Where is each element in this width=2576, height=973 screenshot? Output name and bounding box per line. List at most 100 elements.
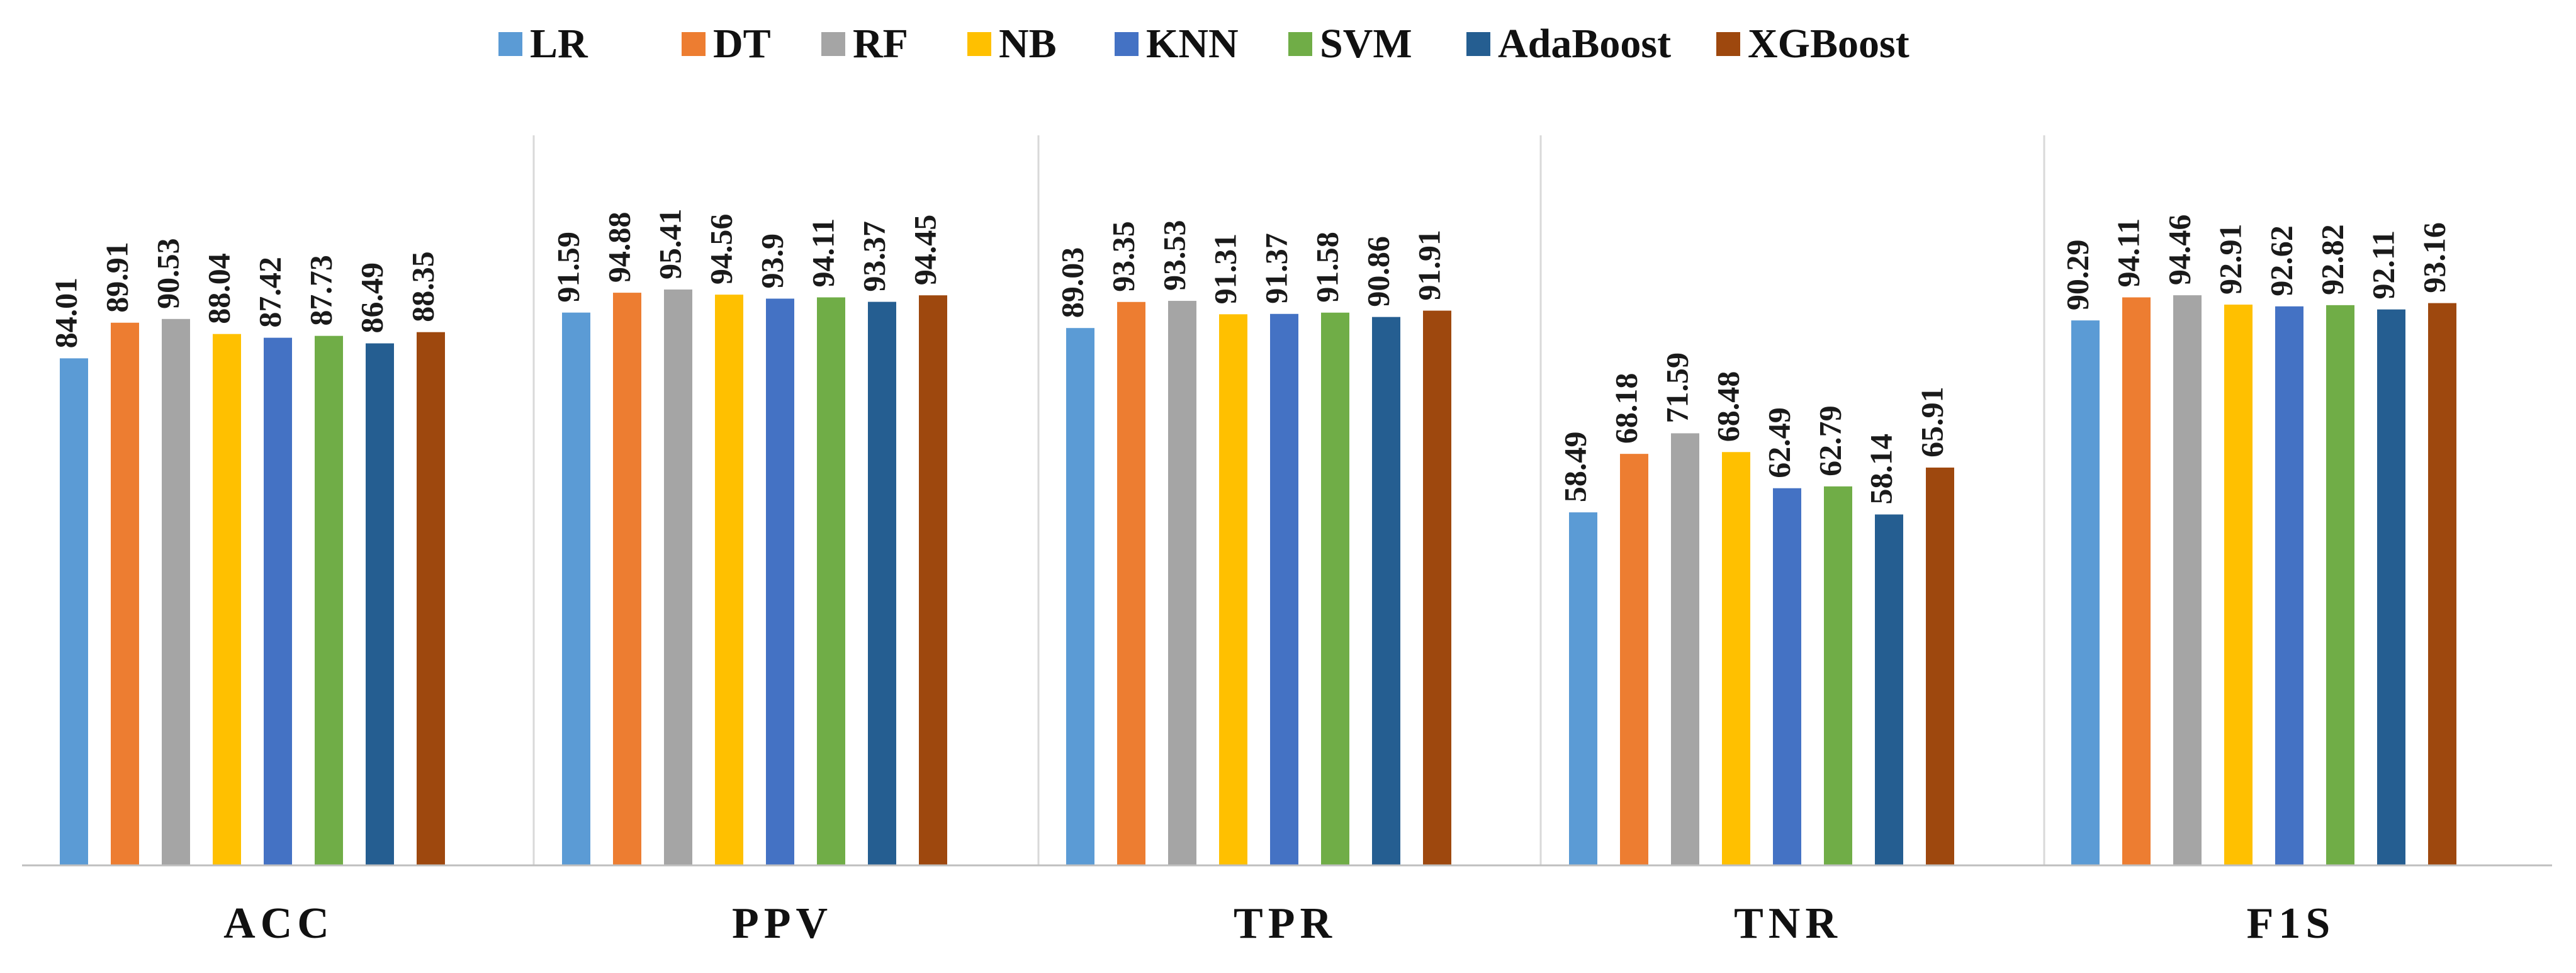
bar-ppv-nb <box>715 295 743 866</box>
value-label-tpr-xgboost: 91.91 <box>1412 230 1447 301</box>
value-label-tnr-adaboost: 58.14 <box>1864 434 1899 505</box>
legend-label-svm: SVM <box>1320 21 1412 67</box>
category-label-f1s: F1S <box>2247 899 2336 948</box>
legend-label-lr: LR <box>530 21 588 67</box>
bar-tnr-dt <box>1620 454 1648 865</box>
bar-ppv-dt <box>613 293 641 865</box>
value-label-tnr-knn: 62.49 <box>1762 407 1797 478</box>
bar-tpr-knn <box>1270 313 1298 865</box>
bar-tnr-knn <box>1773 488 1801 865</box>
legend-label-xgboost: XGBoost <box>1748 21 1910 67</box>
value-label-f1s-nb: 92.91 <box>2213 223 2248 295</box>
bar-tnr-xgboost <box>1926 467 1954 865</box>
value-label-ppv-svm: 94.11 <box>806 218 841 288</box>
bar-tnr-rf <box>1671 433 1699 865</box>
value-labels: 84.01 89.91 90.53 88.04 87.42 87.73 86.49 88.35… <box>48 209 2452 505</box>
bar-acc-xgboost <box>417 332 445 865</box>
value-label-f1s-dt: 94.11 <box>2111 218 2146 288</box>
bar-ppv-knn <box>766 298 794 865</box>
legend-swatch-svm <box>1288 32 1312 56</box>
bar-tpr-adaboost <box>1372 317 1400 865</box>
bar-acc-adaboost <box>366 343 394 865</box>
bar-ppv-lr <box>562 312 590 866</box>
value-label-f1s-rf: 94.46 <box>2162 215 2197 286</box>
value-label-acc-svm: 87.73 <box>303 255 339 326</box>
value-label-acc-knn: 87.42 <box>252 257 288 328</box>
value-label-tpr-dt: 93.35 <box>1106 221 1141 292</box>
value-label-f1s-lr: 90.29 <box>2060 240 2095 311</box>
bar-f1s-lr <box>2071 320 2100 865</box>
bar-tpr-xgboost <box>1423 310 1451 865</box>
bar-acc-rf <box>162 318 190 866</box>
bar-acc-nb <box>213 334 241 865</box>
bar-ppv-xgboost <box>919 295 947 865</box>
legend-swatch-rf <box>821 32 845 56</box>
legend-label-nb: NB <box>999 21 1057 67</box>
value-label-ppv-nb: 94.56 <box>704 214 739 285</box>
legend: LR DT RF NB KNN SVM AdaBoost XGBoost <box>498 21 1910 67</box>
bar-f1s-adaboost <box>2377 309 2405 865</box>
bar-f1s-xgboost <box>2428 303 2456 866</box>
bar-tnr-lr <box>1569 512 1597 865</box>
value-label-f1s-adaboost: 92.11 <box>2366 230 2401 300</box>
category-labels: ACC PPV TPR TNR F1S <box>223 899 2336 948</box>
value-label-ppv-dt: 94.88 <box>602 212 637 283</box>
bar-tpr-lr <box>1066 328 1094 865</box>
value-label-acc-rf: 90.53 <box>150 238 186 309</box>
legend-swatch-nb <box>967 32 991 56</box>
bar-f1s-rf <box>2173 295 2202 865</box>
legend-swatch-adaboost <box>1466 32 1490 56</box>
value-label-f1s-knn: 92.62 <box>2264 225 2299 296</box>
value-label-acc-lr: 84.01 <box>48 278 84 349</box>
bar-ppv-rf <box>664 290 692 866</box>
legend-label-rf: RF <box>853 21 908 67</box>
value-label-tnr-rf: 71.59 <box>1660 352 1695 424</box>
value-label-ppv-rf: 95.41 <box>653 209 688 280</box>
category-label-tnr: TNR <box>1734 899 1842 948</box>
legend-swatch-xgboost <box>1716 32 1740 56</box>
value-label-tpr-svm: 91.58 <box>1310 232 1345 303</box>
bar-tpr-dt <box>1117 301 1145 865</box>
bar-f1s-svm <box>2326 305 2354 865</box>
bar-acc-svm <box>315 335 343 865</box>
bar-tnr-adaboost <box>1875 514 1903 865</box>
value-label-tnr-dt: 68.18 <box>1609 373 1644 444</box>
legend-swatch-lr <box>498 32 522 56</box>
value-label-acc-nb: 88.04 <box>201 253 237 324</box>
group-separators <box>532 135 2045 865</box>
bar-acc-dt <box>111 322 139 865</box>
value-label-ppv-lr: 91.59 <box>551 232 586 303</box>
category-label-tpr: TPR <box>1234 899 1337 948</box>
value-label-tpr-lr: 89.03 <box>1055 247 1090 318</box>
value-label-ppv-xgboost: 94.45 <box>908 215 943 286</box>
value-label-f1s-xgboost: 93.16 <box>2417 222 2452 293</box>
legend-label-adaboost: AdaBoost <box>1498 21 1671 67</box>
bar-tpr-nb <box>1219 314 1247 865</box>
bar-ppv-svm <box>817 297 845 865</box>
value-label-tnr-xgboost: 65.91 <box>1915 386 1950 458</box>
legend-swatch-dt <box>682 32 706 56</box>
category-label-acc: ACC <box>223 899 334 948</box>
value-label-tpr-rf: 93.53 <box>1157 220 1192 291</box>
bar-f1s-knn <box>2275 306 2303 866</box>
bar-tnr-svm <box>1824 486 1852 865</box>
bars <box>60 290 2456 866</box>
value-label-tnr-nb: 68.48 <box>1711 371 1746 442</box>
category-label-ppv: PPV <box>732 899 833 948</box>
legend-label-dt: DT <box>713 21 771 67</box>
value-label-ppv-knn: 93.9 <box>755 233 790 289</box>
bar-tnr-nb <box>1722 452 1750 865</box>
value-label-tpr-nb: 91.31 <box>1208 233 1243 305</box>
bar-acc-knn <box>264 337 292 865</box>
value-label-tpr-knn: 91.37 <box>1259 233 1294 304</box>
bar-tpr-svm <box>1321 312 1349 865</box>
value-label-tnr-svm: 62.79 <box>1813 405 1848 476</box>
bar-acc-lr <box>60 358 88 865</box>
legend-label-knn: KNN <box>1146 21 1239 67</box>
value-label-tnr-lr: 58.49 <box>1558 432 1593 503</box>
bar-tpr-rf <box>1168 301 1196 865</box>
legend-swatch-knn <box>1115 32 1139 56</box>
bar-f1s-nb <box>2224 304 2253 865</box>
value-label-ppv-adaboost: 93.37 <box>857 221 892 292</box>
